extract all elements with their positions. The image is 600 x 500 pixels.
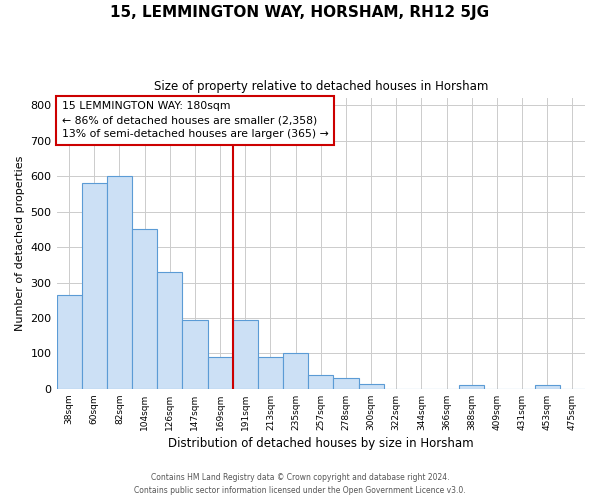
Text: 15 LEMMINGTON WAY: 180sqm
← 86% of detached houses are smaller (2,358)
13% of se: 15 LEMMINGTON WAY: 180sqm ← 86% of detac… <box>62 101 329 139</box>
Text: Contains HM Land Registry data © Crown copyright and database right 2024.
Contai: Contains HM Land Registry data © Crown c… <box>134 474 466 495</box>
Bar <box>535 386 560 389</box>
Bar <box>459 386 484 389</box>
Title: Size of property relative to detached houses in Horsham: Size of property relative to detached ho… <box>154 80 488 93</box>
Bar <box>233 320 258 389</box>
Bar <box>182 320 208 389</box>
X-axis label: Distribution of detached houses by size in Horsham: Distribution of detached houses by size … <box>168 437 473 450</box>
Bar <box>157 272 182 389</box>
Y-axis label: Number of detached properties: Number of detached properties <box>15 156 25 332</box>
Bar <box>56 295 82 389</box>
Bar <box>107 176 132 389</box>
Bar <box>283 354 308 389</box>
Bar <box>258 357 283 389</box>
Bar <box>308 376 334 389</box>
Text: 15, LEMMINGTON WAY, HORSHAM, RH12 5JG: 15, LEMMINGTON WAY, HORSHAM, RH12 5JG <box>110 5 490 20</box>
Bar <box>82 184 107 389</box>
Bar <box>334 378 359 389</box>
Bar <box>208 357 233 389</box>
Bar <box>132 230 157 389</box>
Bar <box>359 384 383 389</box>
